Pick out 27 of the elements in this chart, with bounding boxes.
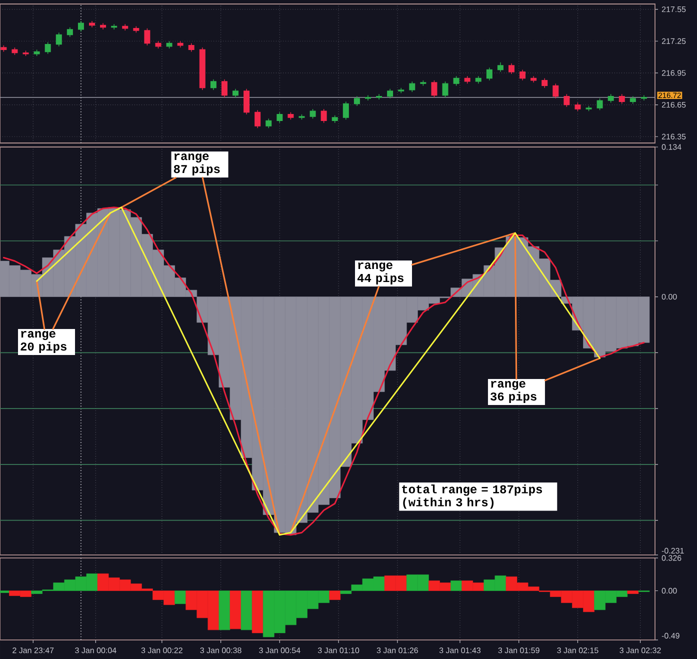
x-tick-label: 2 Jan 23:47: [12, 648, 54, 654]
annotation: range 20 pips: [20, 331, 66, 353]
x-tick-label: 3 Jan 00:04: [75, 648, 116, 654]
y-tick-label: 217.25: [662, 38, 686, 44]
annotation: range 87 pips: [174, 154, 220, 176]
x-tick-label: 3 Jan 01:59: [498, 648, 540, 654]
x-tick-label: 3 Jan 02:32: [620, 648, 661, 654]
x-tick-label: 3 Jan 01:10: [318, 648, 360, 654]
y-tick-label: 0.00: [662, 294, 677, 300]
annotation: range 44 pips: [357, 262, 404, 284]
x-tick-label: 3 Jan 00:54: [259, 648, 300, 654]
y-tick-label: 216.95: [662, 70, 686, 76]
y-tick-label: -0.49: [662, 632, 680, 639]
y-tick-label: 217.55: [662, 6, 686, 12]
y-tick-label: -0.231: [662, 548, 684, 554]
y-tick-label: 0.134: [662, 144, 682, 150]
x-tick-label: 3 Jan 01:26: [376, 648, 418, 654]
x-tick-label: 3 Jan 00:38: [200, 648, 242, 654]
y-tick-label: 0.326: [662, 555, 682, 561]
x-tick-label: 3 Jan 02:15: [557, 648, 598, 654]
x-tick-label: 3 Jan 00:22: [141, 648, 182, 654]
y-tick-label: 0.00: [662, 588, 677, 594]
y-tick-label: 216.35: [662, 134, 686, 140]
annotation: range 36 pips: [490, 381, 536, 403]
annotation: total range = 187pips (within 3 hrs): [402, 484, 542, 509]
y-tick-label: 216.65: [662, 102, 686, 108]
x-tick-label: 3 Jan 01:43: [439, 648, 481, 654]
